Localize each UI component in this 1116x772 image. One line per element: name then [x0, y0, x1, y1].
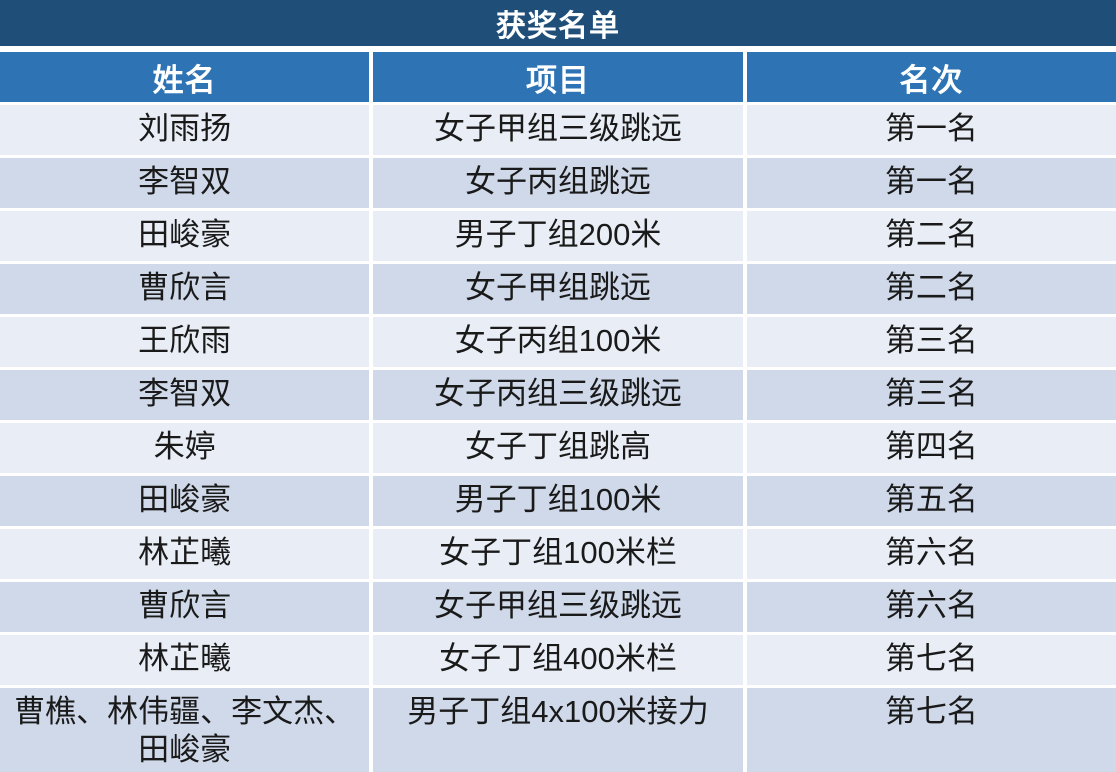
- cell-rank: 第三名: [746, 370, 1116, 420]
- cell-event: 女子甲组跳远: [373, 264, 743, 314]
- cell-name: 曹欣言: [0, 582, 370, 632]
- table-row: 刘雨扬 女子甲组三级跳远 第一名: [0, 105, 1116, 155]
- cell-name: 王欣雨: [0, 317, 370, 367]
- cell-event: 女子丁组跳高: [373, 423, 743, 473]
- table-row: 曹欣言 女子甲组跳远 第二名: [0, 264, 1116, 314]
- cell-rank: 第四名: [746, 423, 1116, 473]
- table-row: 曹樵、林伟疆、李文杰、田峻豪 男子丁组4x100米接力 第七名: [0, 688, 1116, 772]
- cell-name: 曹欣言: [0, 264, 370, 314]
- cell-rank: 第五名: [746, 476, 1116, 526]
- cell-name: 朱婷: [0, 423, 370, 473]
- cell-rank: 第六名: [746, 529, 1116, 579]
- column-header-rank: 名次: [746, 52, 1116, 102]
- cell-rank: 第二名: [746, 264, 1116, 314]
- cell-rank: 第一名: [746, 105, 1116, 155]
- table-row: 田峻豪 男子丁组100米 第五名: [0, 476, 1116, 526]
- cell-name: 曹樵、林伟疆、李文杰、田峻豪: [0, 688, 370, 772]
- table-row: 朱婷 女子丁组跳高 第四名: [0, 423, 1116, 473]
- cell-name: 林芷曦: [0, 529, 370, 579]
- cell-event: 女子甲组三级跳远: [373, 105, 743, 155]
- cell-name: 田峻豪: [0, 211, 370, 261]
- table-row: 田峻豪 男子丁组200米 第二名: [0, 211, 1116, 261]
- cell-rank: 第七名: [746, 635, 1116, 685]
- cell-name: 刘雨扬: [0, 105, 370, 155]
- cell-event: 女子丁组100米栏: [373, 529, 743, 579]
- cell-event: 女子甲组三级跳远: [373, 582, 743, 632]
- cell-rank: 第三名: [746, 317, 1116, 367]
- cell-event: 男子丁组200米: [373, 211, 743, 261]
- cell-event: 女子丙组跳远: [373, 158, 743, 208]
- table-row: 林芷曦 女子丁组100米栏 第六名: [0, 529, 1116, 579]
- cell-event: 男子丁组100米: [373, 476, 743, 526]
- column-header-event: 项目: [373, 52, 743, 102]
- cell-rank: 第七名: [746, 688, 1116, 772]
- cell-event: 男子丁组4x100米接力: [373, 688, 743, 772]
- cell-name: 李智双: [0, 370, 370, 420]
- cell-event: 女子丙组三级跳远: [373, 370, 743, 420]
- cell-event: 女子丙组100米: [373, 317, 743, 367]
- table-row: 李智双 女子丙组跳远 第一名: [0, 158, 1116, 208]
- table-row: 王欣雨 女子丙组100米 第三名: [0, 317, 1116, 367]
- cell-name: 李智双: [0, 158, 370, 208]
- cell-name: 林芷曦: [0, 635, 370, 685]
- column-header-name: 姓名: [0, 52, 370, 102]
- header-row: 姓名 项目 名次: [0, 52, 1116, 102]
- table-title: 获奖名单: [0, 0, 1116, 46]
- table-row: 李智双 女子丙组三级跳远 第三名: [0, 370, 1116, 420]
- cell-event: 女子丁组400米栏: [373, 635, 743, 685]
- cell-rank: 第一名: [746, 158, 1116, 208]
- table-row: 曹欣言 女子甲组三级跳远 第六名: [0, 582, 1116, 632]
- table-row: 林芷曦 女子丁组400米栏 第七名: [0, 635, 1116, 685]
- cell-name: 田峻豪: [0, 476, 370, 526]
- cell-rank: 第六名: [746, 582, 1116, 632]
- cell-rank: 第二名: [746, 211, 1116, 261]
